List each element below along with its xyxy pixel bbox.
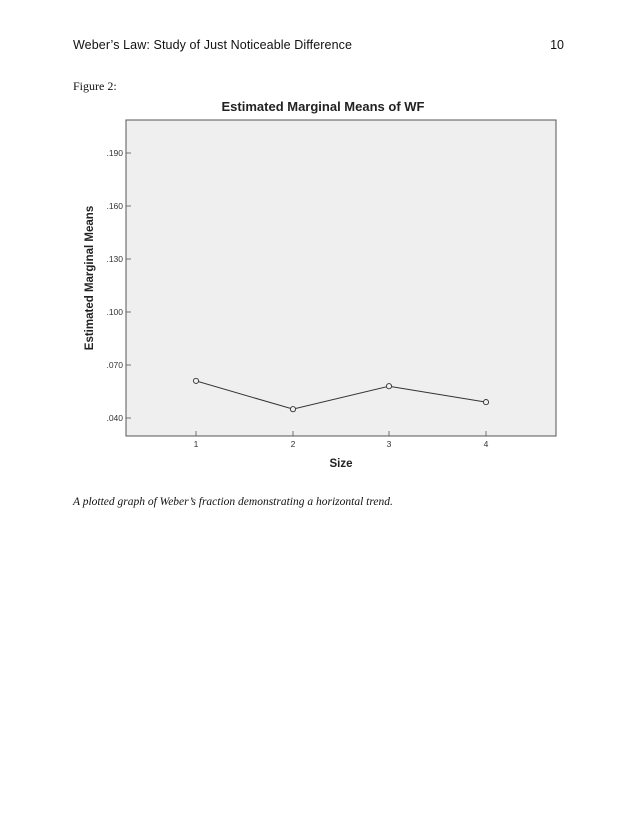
x-tick-label: 1 (194, 439, 199, 449)
data-point (289, 406, 297, 413)
x-axis-title: Size (329, 458, 352, 470)
data-point (192, 377, 200, 384)
x-tick-label: 4 (484, 439, 489, 449)
figure-caption: A plotted graph of Weber’s fraction demo… (73, 496, 393, 508)
y-axis-ticks: .040 .070 .100 .130 .160 .190 (106, 148, 131, 423)
x-axis-ticks: 1 2 3 4 (194, 431, 489, 449)
series-line (195, 380, 487, 410)
chart: Estimated Marginal Means of WF .040 .070.… (84, 99, 557, 470)
y-axis-title: Estimated Marginal Means (84, 206, 96, 350)
plot-area (125, 119, 557, 437)
chart-title: Estimated Marginal Means of WF (222, 99, 425, 114)
running-head: Weber’s Law: Study of Just Noticeable Di… (73, 38, 353, 52)
y-tick-label: .130 (106, 254, 123, 264)
page-number: 10 (550, 38, 564, 52)
y-tick-label: .190 (106, 148, 123, 158)
series-wf (192, 377, 490, 413)
data-point (385, 383, 393, 390)
x-tick-label: 2 (291, 439, 296, 449)
y-tick-label: .070 (106, 360, 123, 370)
x-tick-label: 3 (387, 439, 392, 449)
figure-label: Figure 2: (73, 79, 117, 93)
y-tick-label: .160 (106, 201, 123, 211)
data-point (482, 399, 490, 406)
y-tick-label: .100 (106, 307, 123, 317)
y-tick-label: .040 (106, 413, 123, 423)
